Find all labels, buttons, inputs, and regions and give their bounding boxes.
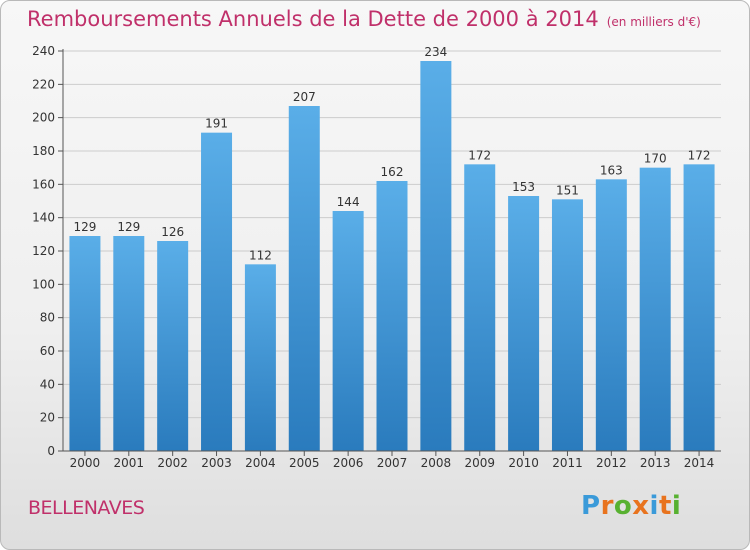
x-tick-label: 2005 (289, 456, 320, 470)
chart-title: Remboursements Annuels de la Dette de 20… (27, 7, 701, 31)
bar (420, 61, 452, 451)
bar (69, 236, 101, 451)
x-tick-label: 2003 (201, 456, 232, 470)
bar (595, 179, 627, 452)
data-label: 172 (468, 148, 491, 162)
bar (639, 167, 671, 451)
x-tick-label: 2001 (114, 456, 145, 470)
y-tick-label: 60 (40, 344, 55, 358)
x-tick-label: 2011 (552, 456, 583, 470)
proxiti-logo: Proxiti (581, 491, 681, 521)
data-label: 153 (512, 180, 535, 194)
logo-letter: i (671, 491, 682, 521)
y-tick-label: 140 (32, 211, 55, 225)
y-tick-label: 0 (47, 444, 55, 458)
data-label: 126 (161, 225, 184, 239)
x-tick-label: 2000 (70, 456, 101, 470)
data-label: 151 (556, 183, 579, 197)
logo-letter: i (649, 491, 659, 521)
y-tick-label: 240 (32, 44, 55, 58)
bar (508, 196, 540, 451)
unit-label: (en milliers d'€) (606, 15, 701, 29)
x-tick-label: 2008 (421, 456, 452, 470)
x-tick-label: 2010 (508, 456, 539, 470)
data-label: 163 (600, 163, 623, 177)
y-tick-label: 200 (32, 111, 55, 125)
data-label: 162 (381, 165, 404, 179)
x-tick-label: 2007 (377, 456, 408, 470)
x-tick-label: 2006 (333, 456, 364, 470)
x-tick-label: 2009 (464, 456, 495, 470)
bar (157, 241, 189, 451)
logo-letter: t (658, 491, 672, 521)
y-tick-label: 100 (32, 277, 55, 291)
data-label: 207 (293, 90, 316, 104)
axes: 0 20 40 60 80 100 120 140 160 180 200 220 240 2000 200… (32, 44, 721, 470)
data-label: 234 (424, 45, 447, 59)
bar (332, 211, 364, 451)
data-label: 112 (249, 248, 272, 262)
y-tick-label: 20 (40, 411, 55, 425)
logo-letter: o (613, 491, 633, 521)
bar (376, 181, 408, 451)
bar (113, 236, 145, 451)
bar (201, 132, 233, 451)
bar (288, 106, 320, 451)
x-tick-label: 2014 (684, 456, 715, 470)
data-label: 144 (337, 195, 360, 209)
data-label: 172 (688, 148, 711, 162)
title-text: Remboursements Annuels de la Dette de 20… (27, 7, 599, 31)
commune-name: BELLENAVES (28, 497, 145, 519)
bar (464, 164, 496, 452)
x-tick-label: 2004 (245, 456, 276, 470)
y-tick-label: 80 (40, 311, 55, 325)
x-tick-label: 2002 (157, 456, 188, 470)
bar (244, 264, 276, 451)
y-tick-label: 220 (32, 77, 55, 91)
y-tick-label: 120 (32, 244, 55, 258)
y-tick-label: 160 (32, 177, 55, 191)
bar (551, 199, 583, 451)
bar (683, 164, 715, 452)
bars: 129 129 126 191 112 207 144 162 234 172 153 151 163 1… (69, 45, 715, 452)
data-label: 191 (205, 117, 228, 131)
y-tick-label: 40 (40, 377, 55, 391)
x-tick-label: 2013 (640, 456, 671, 470)
data-label: 129 (73, 220, 96, 234)
logo-letter: x (632, 491, 650, 521)
logo-letter: P (581, 491, 601, 521)
data-label: 129 (117, 220, 140, 234)
y-tick-label: 180 (32, 144, 55, 158)
data-label: 170 (644, 152, 667, 166)
x-tick-label: 2012 (596, 456, 627, 470)
logo-letter: r (600, 491, 614, 521)
